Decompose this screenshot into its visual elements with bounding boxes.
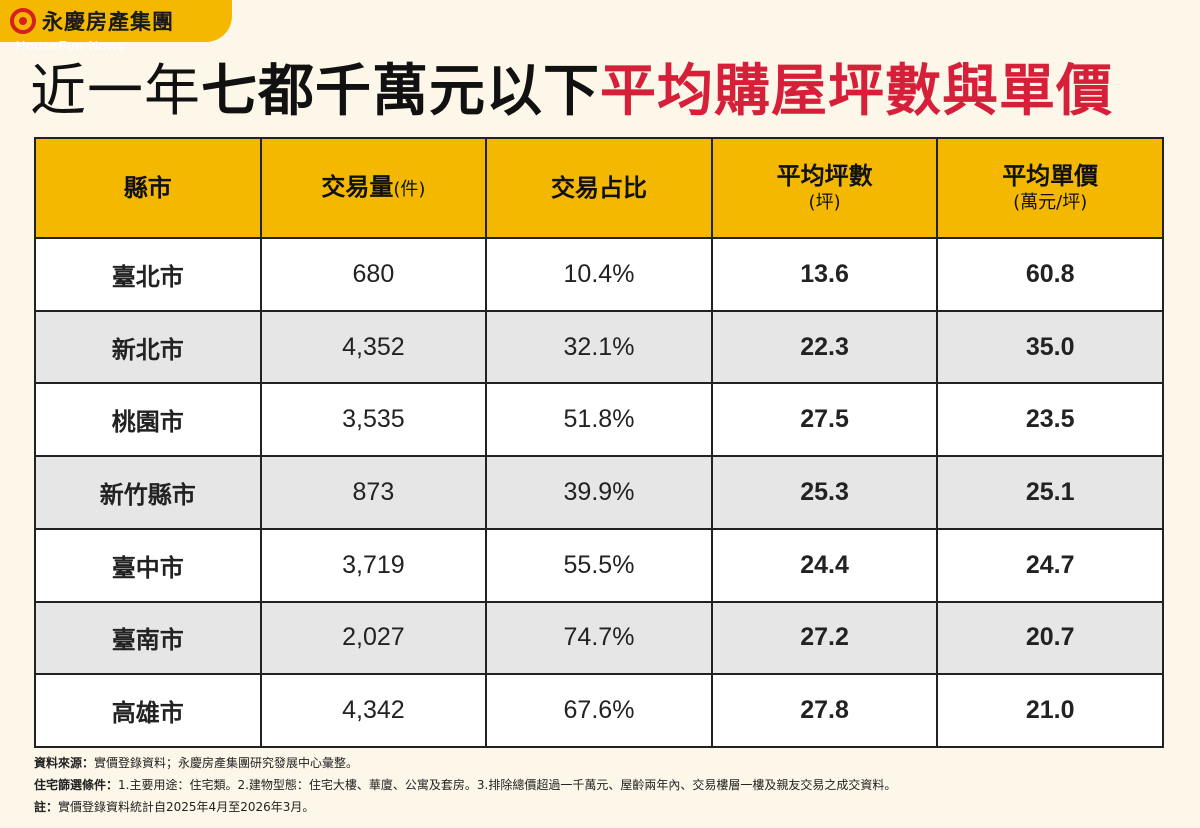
footnote-note: 註：實價登錄資料統計自2025年4月至2026年3月。 [34,800,315,814]
cell-volume: 3,719 [259,527,488,603]
table-row: 臺南市 2,027 74.7% 27.2 20.7 [34,600,1164,676]
cell-share: 55.5% [485,527,713,603]
header-avg-price: 平均單價 (萬元/坪) [936,137,1164,239]
header-volume: 交易量(件) [259,137,488,239]
header-city: 縣市 [34,137,262,239]
table-row: 新竹縣市 873 39.9% 25.3 25.1 [34,455,1164,530]
cell-volume: 4,352 [259,309,488,385]
cell-share: 32.1% [485,309,713,385]
cell-avg-price: 60.8 [936,237,1164,312]
table-row: 臺北市 680 10.4% 13.6 60.8 [34,237,1164,312]
cell-share: 10.4% [485,237,713,312]
footnotes: 資料來源：實價登錄資料；永慶房產集團研究發展中心彙整。 住宅篩選條件：1.主要用… [34,752,896,818]
cell-city: 臺中市 [34,527,262,603]
title-part-2: 七都千萬元以下 [201,59,600,124]
cell-share: 51.8% [485,382,713,458]
brand-name: 永慶房產集團 [42,10,174,34]
brand-logo-icon [10,8,36,34]
cell-share: 39.9% [485,455,713,530]
cell-city: 桃園市 [34,382,262,458]
cell-avg-size: 27.2 [710,600,939,676]
brand-tab: 永慶房產集團 [0,0,232,42]
cell-avg-price: 20.7 [936,600,1164,676]
watermark: HouseFun News [16,38,126,53]
title-part-1: 近一年 [30,59,201,124]
cell-city: 臺北市 [34,237,262,312]
cell-city: 新竹縣市 [34,455,262,530]
cell-avg-size: 27.8 [710,673,939,748]
cell-avg-size: 24.4 [710,527,939,603]
footnote-source: 資料來源：實價登錄資料；永慶房產集團研究發展中心彙整。 [34,756,359,770]
cell-share: 67.6% [485,673,713,748]
table-row: 桃園市 3,535 51.8% 27.5 23.5 [34,382,1164,458]
data-table: 縣市 交易量(件) 交易占比 平均坪數 (坪) 平均單價 (萬元/坪) 臺北市 680… [34,137,1164,748]
cell-volume: 680 [259,237,488,312]
table-row: 高雄市 4,342 67.6% 27.8 21.0 [34,673,1164,748]
cell-share: 74.7% [485,600,713,676]
table-row: 新北市 4,352 32.1% 22.3 35.0 [34,309,1164,385]
page-title: 近一年七都千萬元以下平均購屋坪數與單價 [30,56,1113,128]
cell-volume: 4,342 [259,673,488,748]
cell-avg-size: 25.3 [710,455,939,530]
table-row: 臺中市 3,719 55.5% 24.4 24.7 [34,527,1164,603]
cell-city: 高雄市 [34,673,262,748]
header-share: 交易占比 [485,137,713,239]
cell-avg-size: 13.6 [710,237,939,312]
cell-avg-size: 27.5 [710,382,939,458]
cell-volume: 2,027 [259,600,488,676]
cell-avg-price: 35.0 [936,309,1164,385]
title-part-3: 平均購屋坪數與單價 [600,59,1113,124]
cell-avg-price: 25.1 [936,455,1164,530]
cell-avg-price: 24.7 [936,527,1164,603]
header-avg-size: 平均坪數 (坪) [710,137,939,239]
cell-volume: 873 [259,455,488,530]
table-header-row: 縣市 交易量(件) 交易占比 平均坪數 (坪) 平均單價 (萬元/坪) [34,137,1164,239]
cell-avg-price: 21.0 [936,673,1164,748]
cell-city: 新北市 [34,309,262,385]
footnote-criteria: 住宅篩選條件：1.主要用途：住宅類。2.建物型態：住宅大樓、華廈、公寓及套房。3… [34,778,897,792]
cell-volume: 3,535 [259,382,488,458]
cell-avg-size: 22.3 [710,309,939,385]
cell-avg-price: 23.5 [936,382,1164,458]
cell-city: 臺南市 [34,600,262,676]
